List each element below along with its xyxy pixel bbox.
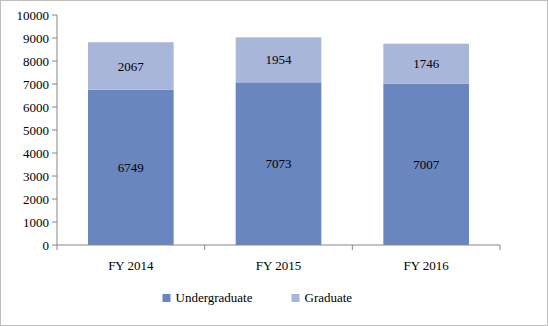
y-tick-label: 10000 bbox=[17, 8, 50, 23]
y-tick bbox=[52, 153, 57, 154]
y-tick-label: 8000 bbox=[23, 54, 49, 69]
bar-segment bbox=[383, 44, 469, 84]
y-tick bbox=[52, 199, 57, 200]
y-tick bbox=[52, 15, 57, 16]
y-tick-label: 4000 bbox=[23, 146, 49, 161]
data-label: 7073 bbox=[266, 156, 292, 171]
chart: 0 1000 2000 3000 4000 5000 6000 7000 8000 9000 100… bbox=[0, 0, 548, 326]
bars bbox=[88, 37, 469, 245]
x-tick-label: FY 2015 bbox=[256, 258, 301, 273]
y-tick bbox=[52, 245, 57, 246]
data-label: 1954 bbox=[266, 52, 293, 67]
y-tick-label: 3000 bbox=[23, 169, 49, 184]
y-tick bbox=[52, 107, 57, 108]
y-tick bbox=[52, 176, 57, 177]
data-label: 6749 bbox=[118, 160, 144, 175]
legend: Undergraduate Graduate bbox=[163, 290, 353, 305]
legend-label: Graduate bbox=[305, 290, 353, 305]
bar-segment bbox=[236, 82, 322, 245]
y-tick-label: 9000 bbox=[23, 31, 49, 46]
y-axis bbox=[57, 15, 58, 245]
legend-swatch bbox=[163, 294, 171, 302]
y-tick bbox=[52, 61, 57, 62]
legend-label: Undergraduate bbox=[176, 290, 253, 305]
x-axis bbox=[57, 245, 500, 246]
bar-segment bbox=[88, 90, 174, 245]
x-tick bbox=[500, 245, 501, 250]
y-tick bbox=[52, 130, 57, 131]
x-tick bbox=[204, 245, 205, 250]
data-label: 2067 bbox=[118, 59, 145, 74]
y-tick bbox=[52, 38, 57, 39]
bar-segment bbox=[88, 42, 174, 90]
bar-segment bbox=[236, 37, 322, 82]
x-tick bbox=[57, 245, 58, 250]
y-tick bbox=[52, 84, 57, 85]
data-label: 7007 bbox=[413, 157, 440, 172]
legend-swatch bbox=[292, 294, 300, 302]
data-label: 1746 bbox=[413, 56, 440, 71]
y-tick-label: 5000 bbox=[23, 123, 49, 138]
bar-segment bbox=[383, 84, 469, 245]
y-tick-label: 1000 bbox=[23, 215, 49, 230]
chart-container: 0 1000 2000 3000 4000 5000 6000 7000 8000 9000 100… bbox=[0, 0, 548, 326]
y-tick-label: 2000 bbox=[23, 192, 49, 207]
y-tick-label: 0 bbox=[43, 238, 50, 253]
frame bbox=[1, 1, 548, 326]
y-tick-label: 6000 bbox=[23, 100, 49, 115]
x-tick-label: FY 2014 bbox=[108, 258, 154, 273]
x-tick bbox=[352, 245, 353, 250]
x-tick-label: FY 2016 bbox=[403, 258, 449, 273]
y-tick-label: 7000 bbox=[23, 77, 49, 92]
y-tick bbox=[52, 222, 57, 223]
